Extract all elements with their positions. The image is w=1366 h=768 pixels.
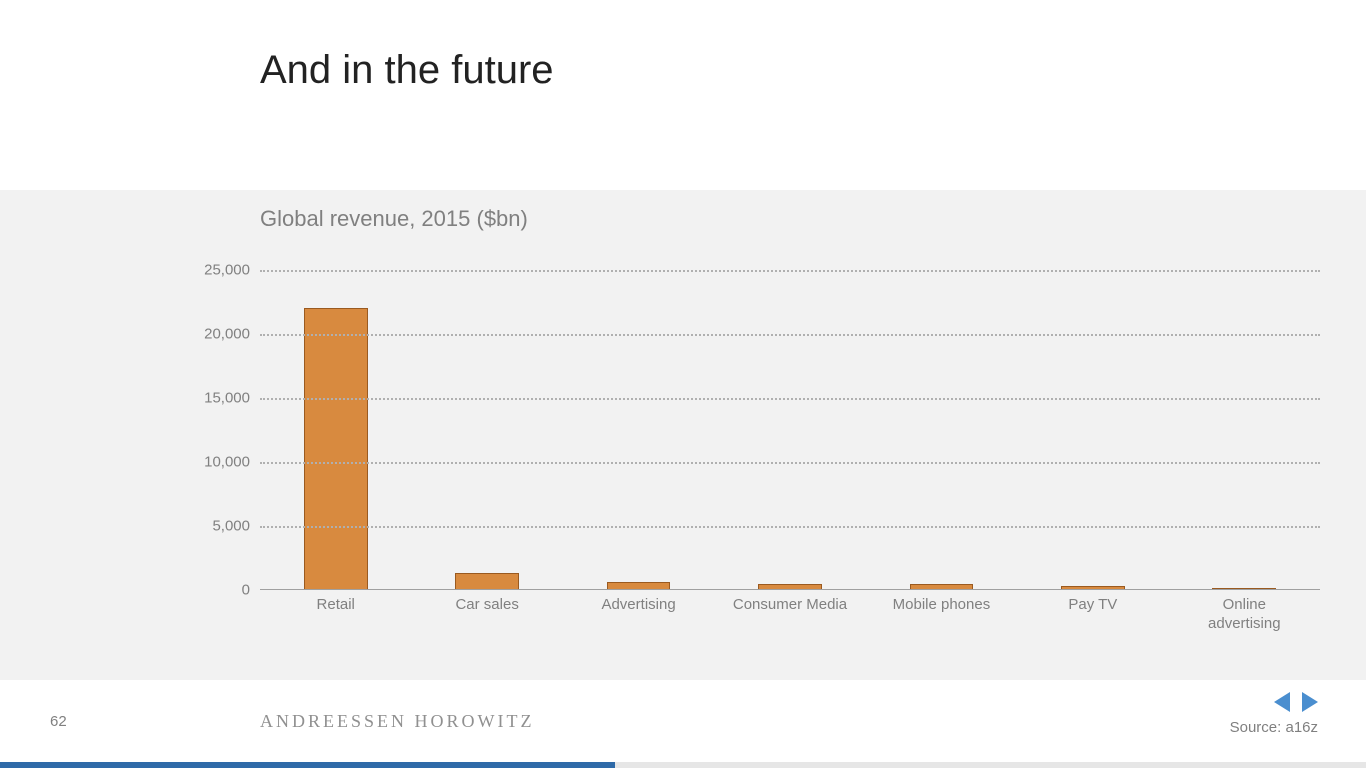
x-tick-label: Car sales xyxy=(411,596,562,615)
brand-wordmark: ANDREESSEN HOROWITZ xyxy=(260,711,535,732)
page-number: 62 xyxy=(50,713,67,730)
x-tick-label: Advertising xyxy=(563,596,714,615)
next-arrow-icon[interactable] xyxy=(1302,692,1318,712)
y-tick-label: 0 xyxy=(170,582,250,599)
x-tick-label: Retail xyxy=(260,596,411,615)
x-tick-label: Consumer Media xyxy=(714,596,865,615)
bars-container xyxy=(260,270,1320,590)
plot-area xyxy=(260,270,1320,590)
y-tick-label: 5,000 xyxy=(170,518,250,535)
gridline xyxy=(260,398,1320,400)
gridline xyxy=(260,462,1320,464)
source-text: Source: a16z xyxy=(1230,719,1318,736)
prev-arrow-icon[interactable] xyxy=(1274,692,1290,712)
chart-title: Global revenue, 2015 ($bn) xyxy=(260,206,528,232)
x-tick-label: Pay TV xyxy=(1017,596,1168,615)
x-tick-label: Mobile phones xyxy=(866,596,1017,615)
bar xyxy=(455,573,519,590)
y-tick-label: 10,000 xyxy=(170,454,250,471)
progress-track[interactable] xyxy=(0,762,1366,768)
gridline xyxy=(260,334,1320,336)
x-axis-line xyxy=(260,589,1320,590)
nav-arrows xyxy=(1274,692,1318,712)
y-tick-label: 20,000 xyxy=(170,326,250,343)
chart-panel: Global revenue, 2015 ($bn) 0 5,000 10,000 1… xyxy=(0,190,1366,680)
footer: 62 ANDREESSEN HOROWITZ Source: a16z xyxy=(0,680,1366,768)
progress-fill xyxy=(0,762,615,768)
gridline xyxy=(260,526,1320,528)
bar xyxy=(304,308,368,590)
x-tick-label: Onlineadvertising xyxy=(1169,596,1320,634)
slide-title: And in the future xyxy=(260,48,554,93)
y-tick-label: 15,000 xyxy=(170,390,250,407)
gridline xyxy=(260,270,1320,272)
slide: And in the future Global revenue, 2015 (… xyxy=(0,0,1366,768)
y-tick-label: 25,000 xyxy=(170,262,250,279)
